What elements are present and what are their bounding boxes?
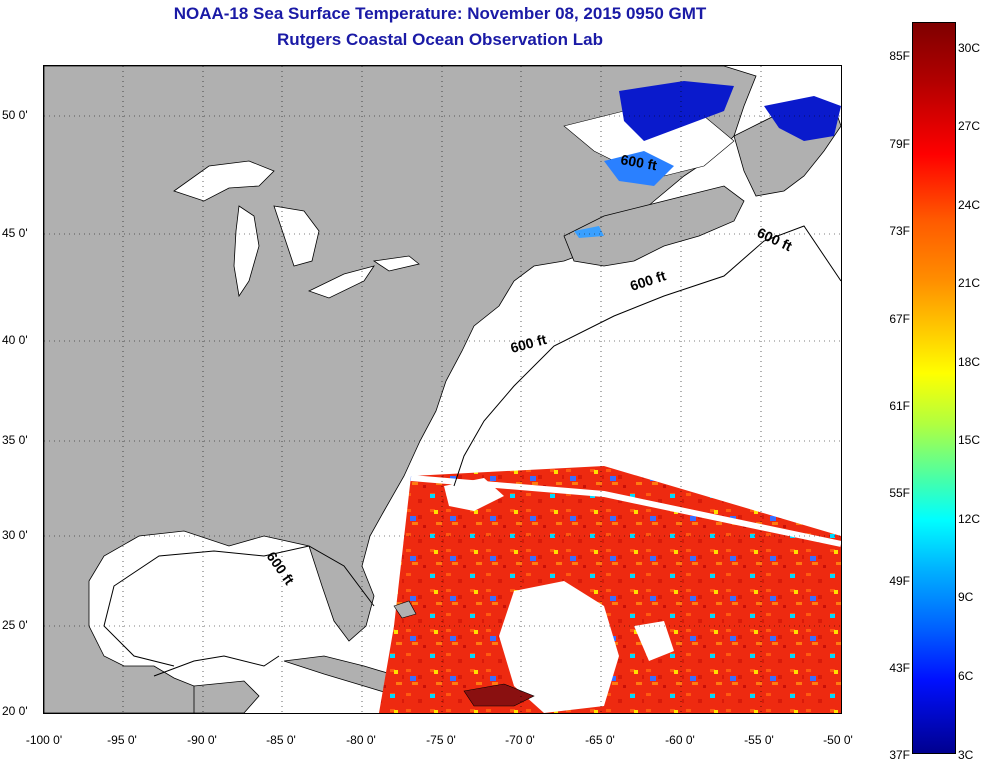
cloud-no-data-1 — [499, 581, 619, 713]
colorbar-c-12: 12C — [958, 512, 981, 526]
lon-label-70: -70 0' — [505, 733, 535, 747]
colorbar-f-49: 49F — [889, 574, 910, 588]
map-title: NOAA-18 Sea Surface Temperature: Novembe… — [173, 4, 707, 23]
colorbar-c-6: 6C — [958, 669, 974, 683]
temperature-colorbar — [912, 22, 956, 754]
contour-label-2: 600 ft — [755, 224, 795, 254]
contour-600ft-gulf — [103, 545, 375, 667]
colorbar-c-9: 9C — [958, 590, 974, 604]
cool-sst-scotian — [574, 226, 604, 238]
colorbar-c-27: 27C — [958, 119, 981, 133]
colorbar-f-43: 43F — [889, 661, 910, 675]
contour-label-4: 600 ft — [509, 331, 549, 356]
lat-label-25: 25 0' — [2, 618, 28, 632]
colorbar-f-67: 67F — [889, 312, 910, 326]
colorbar-f-73: 73F — [889, 224, 910, 238]
lon-label-85: -85 0' — [266, 733, 296, 747]
colorbar-c-3: 3C — [958, 748, 974, 762]
lat-label-40: 40 0' — [2, 333, 28, 347]
lat-label-35: 35 0' — [2, 433, 28, 447]
colorbar-c-24: 24C — [958, 198, 981, 212]
land-yucatan — [193, 680, 260, 713]
warm-sst-swath — [379, 466, 841, 713]
lon-label-80: -80 0' — [346, 733, 376, 747]
lon-label-90: -90 0' — [187, 733, 217, 747]
sst-map[interactable]: 600 ft 600 ft 600 ft 600 ft 600 ft — [43, 65, 842, 714]
colorbar-f-79: 79F — [889, 137, 910, 151]
lake-michigan — [233, 205, 260, 298]
land-maritimes — [563, 185, 745, 267]
lat-label-45: 45 0' — [2, 226, 28, 240]
colorbar-f-55: 55F — [889, 486, 910, 500]
lake-ontario — [372, 255, 420, 272]
swath-gap — [410, 475, 841, 547]
lon-label-55: -55 0' — [744, 733, 774, 747]
contour-label-5: 600 ft — [264, 549, 298, 588]
land-bahamas — [393, 600, 417, 619]
lon-label-65: -65 0' — [585, 733, 615, 747]
lon-label-100: -100 0' — [25, 733, 63, 747]
cold-sst-newfoundland — [764, 96, 841, 141]
cool-sst-st-lawrence — [604, 151, 674, 186]
lat-label-20: 20 0' — [2, 704, 28, 718]
lon-label-60: -60 0' — [665, 733, 695, 747]
lon-label-50: -50 0' — [823, 733, 853, 747]
colorbar-c-21: 21C — [958, 276, 981, 290]
lake-superior — [173, 160, 275, 202]
contour-600ft-atlantic — [453, 225, 841, 487]
lat-label-30: 30 0' — [2, 528, 28, 542]
cloud-no-data-3 — [634, 621, 674, 661]
lon-label-95: -95 0' — [107, 733, 137, 747]
colorbar-c-30: 30C — [958, 41, 981, 55]
colorbar-f-85: 85F — [889, 49, 910, 63]
contour-label-3: 600 ft — [628, 267, 668, 294]
contour-600ft-gulf-loop — [153, 655, 280, 677]
colorbar-f-37: 37F — [889, 748, 910, 762]
cold-sst-labrador — [619, 81, 734, 141]
lat-label-50: 50 0' — [2, 108, 28, 122]
map-subtitle: Rutgers Coastal Ocean Observation Lab — [277, 30, 603, 49]
colorbar-f-61: 61F — [889, 399, 910, 413]
contour-label-1: 600 ft — [619, 151, 658, 173]
lake-erie — [307, 265, 375, 299]
lake-huron — [273, 205, 320, 267]
lon-label-75: -75 0' — [426, 733, 456, 747]
map-canvas: 600 ft 600 ft 600 ft 600 ft 600 ft — [44, 66, 841, 713]
colorbar-c-15: 15C — [958, 433, 981, 447]
land-hispaniola — [463, 683, 535, 707]
colorbar-c-18: 18C — [958, 355, 981, 369]
